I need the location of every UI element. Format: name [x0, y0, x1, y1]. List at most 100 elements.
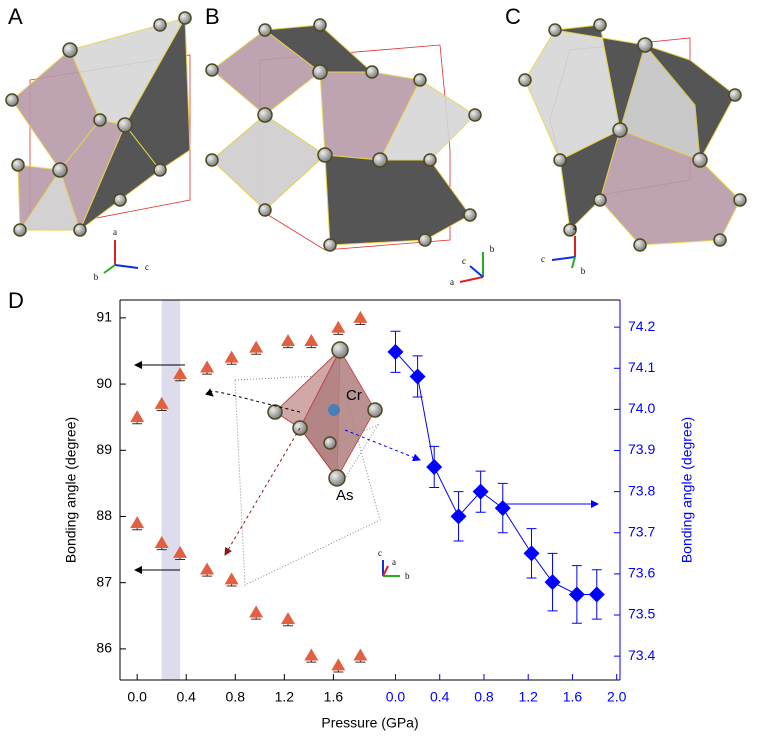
- y2-tick-label: 73.5: [628, 606, 655, 622]
- inset-label: As: [336, 487, 354, 504]
- x2-tick-label: 0.8: [474, 689, 494, 705]
- y2-axis-label: Bonding angle (degree): [679, 417, 695, 563]
- diamond-marker: [544, 574, 561, 591]
- inset-cell: [274, 348, 380, 479]
- atoms: [518, 18, 747, 252]
- atoms: [5, 11, 192, 237]
- y-tick-label: 91: [96, 309, 112, 325]
- triad-label: c: [541, 254, 545, 264]
- polyhedron: [211, 114, 326, 211]
- triad-label: c: [145, 262, 149, 272]
- cr-atom: [328, 404, 340, 416]
- triad-label: c: [462, 256, 466, 266]
- triad-label: b: [405, 571, 410, 581]
- x2-tick-label: 1.6: [563, 689, 583, 705]
- x-axis-label: Pressure (GPa): [321, 715, 418, 731]
- y2-tick-label: 74.2: [628, 318, 655, 334]
- triangle-marker: [249, 340, 264, 353]
- series-line: [395, 351, 597, 595]
- axis-triad: b c a: [450, 244, 495, 287]
- inset: Cr As c a b: [134, 341, 599, 586]
- shaded-band: [161, 300, 181, 680]
- x-tick-label: 1.2: [275, 689, 295, 705]
- triad-label: a: [392, 557, 396, 567]
- structure-c: a c b: [518, 18, 747, 276]
- triad-label: b: [581, 266, 586, 276]
- triangle-marker: [200, 360, 215, 373]
- diamond-marker: [450, 508, 467, 525]
- inset-cell: [234, 374, 381, 586]
- triangle-marker: [331, 658, 346, 671]
- polyhedron: [19, 168, 81, 231]
- triangle-marker: [224, 350, 239, 363]
- diamond-marker: [523, 545, 540, 562]
- y-axis-label: Bonding angle (degree): [63, 417, 79, 563]
- y2-tick-label: 73.6: [628, 565, 655, 581]
- panel-label: D: [8, 288, 24, 313]
- x2-tick-label: 0.4: [430, 689, 450, 705]
- triad-label: a: [573, 222, 577, 232]
- x-tick-label: 0.4: [176, 689, 196, 705]
- x-tick-label: 0.8: [226, 689, 246, 705]
- y-tick-label: 90: [96, 375, 112, 391]
- structure-a: a b c: [5, 11, 192, 282]
- panel-label: A: [8, 4, 23, 29]
- x2-tick-label: 2.0: [607, 689, 627, 705]
- triangle-marker: [224, 572, 239, 585]
- triad-label: a: [450, 277, 454, 287]
- axis-triad: a b c: [94, 227, 149, 282]
- triangle-marker: [353, 648, 368, 661]
- triad-label: c: [378, 548, 382, 558]
- diamond-marker: [387, 343, 404, 360]
- y-tick-label: 86: [96, 640, 112, 656]
- triangle-marker: [154, 535, 169, 548]
- triangle-marker: [281, 334, 296, 347]
- y-tick-label: 89: [96, 441, 112, 457]
- panel-label: B: [205, 4, 220, 29]
- y2-tick-label: 73.8: [628, 482, 655, 498]
- y2-tick-label: 74.0: [628, 400, 655, 416]
- triangle-marker: [304, 648, 319, 661]
- x2-tick-label: 0.0: [386, 689, 406, 705]
- y2-tick-label: 74.1: [628, 359, 655, 375]
- diamond-marker: [409, 368, 426, 385]
- panel-label: C: [505, 4, 521, 29]
- x-tick-label: 1.6: [324, 689, 344, 705]
- x-tick-label: 0.0: [127, 689, 147, 705]
- triad-label: b: [94, 272, 99, 282]
- triangle-marker: [130, 410, 145, 423]
- diamond-marker: [472, 483, 489, 500]
- triangle-marker: [281, 612, 296, 625]
- inset-label: Cr: [346, 387, 362, 404]
- y-tick-label: 87: [96, 573, 112, 589]
- triangle-marker: [173, 545, 188, 558]
- triad-label: a: [113, 227, 117, 237]
- y2-tick-label: 73.7: [628, 523, 655, 539]
- triangle-marker: [249, 605, 264, 618]
- polyhedron: [324, 154, 471, 246]
- triangle-marker: [173, 367, 188, 380]
- triangle-marker: [154, 396, 169, 409]
- atoms: [205, 18, 482, 252]
- y2-tick-label: 73.4: [628, 647, 655, 663]
- x2-tick-label: 1.2: [518, 689, 538, 705]
- annotation-arrow: [224, 427, 301, 556]
- axis-triad: c a b: [378, 548, 410, 581]
- annotation-arrow: [344, 429, 421, 462]
- chart: 86 87 88 89 90 91 73.4 73.5 73.6 73.7 73.8 73.9 74.0…: [63, 299, 695, 731]
- diamond-marker: [568, 586, 585, 603]
- axis-triad: a c b: [541, 222, 586, 276]
- structure-b: b c a: [205, 18, 495, 287]
- diamond-marker: [426, 458, 443, 475]
- diamond-marker: [494, 500, 511, 517]
- triangle-marker: [200, 562, 215, 575]
- triangle-marker: [331, 320, 346, 333]
- diamond-marker: [588, 586, 605, 603]
- triangle-marker: [353, 310, 368, 323]
- triangle-marker: [130, 516, 145, 529]
- triad-label: b: [490, 244, 495, 254]
- triangle-marker: [304, 334, 319, 347]
- y-tick-label: 88: [96, 507, 112, 523]
- y2-tick-label: 73.9: [628, 441, 655, 457]
